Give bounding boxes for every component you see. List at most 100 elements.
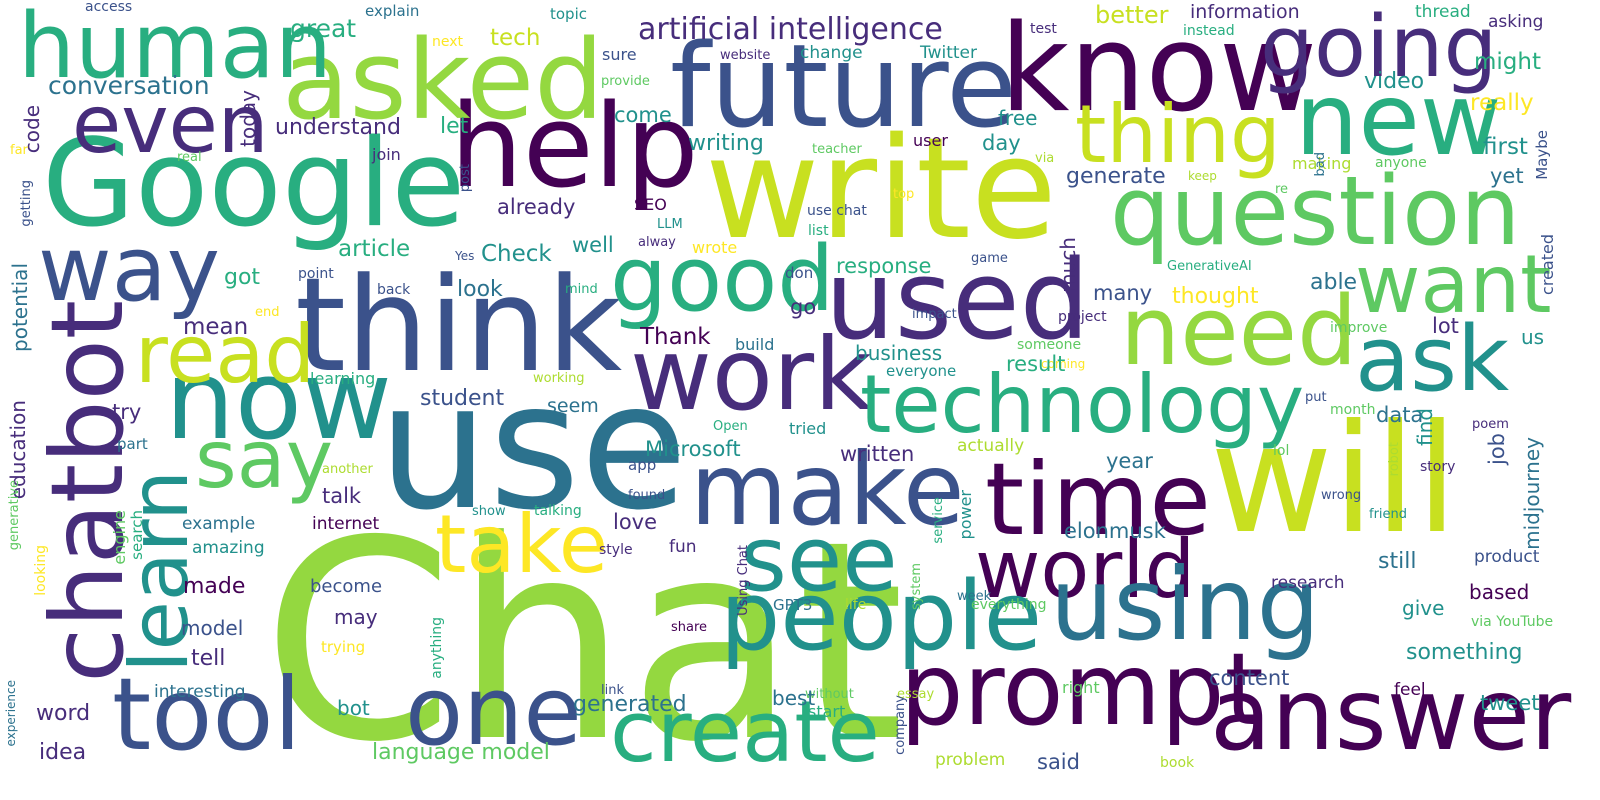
- word-technology: technology: [860, 358, 1305, 451]
- word-student: student: [420, 386, 505, 411]
- word-actually: actually: [957, 436, 1025, 456]
- word-life: life: [845, 597, 867, 613]
- word-next: next: [432, 34, 464, 50]
- word-robot: robot: [1387, 442, 1402, 477]
- word-twitter: Twitter: [920, 43, 977, 63]
- word-data: data: [1376, 403, 1424, 427]
- word-company: company: [893, 695, 908, 755]
- word-experience: experience: [4, 680, 18, 747]
- word-free: free: [998, 106, 1038, 130]
- word-go: go: [790, 295, 817, 319]
- word-year: year: [1106, 449, 1153, 473]
- word-human: human: [18, 0, 332, 99]
- word-don: don: [785, 264, 814, 282]
- word-keep: keep: [1188, 169, 1217, 183]
- word-article: article: [338, 236, 411, 262]
- word-give: give: [1402, 596, 1445, 620]
- word-month: month: [1330, 402, 1376, 418]
- word-help: help: [450, 80, 699, 214]
- word-best: best: [772, 686, 816, 710]
- word-example: example: [182, 514, 256, 534]
- word-amazing: amazing: [192, 538, 265, 558]
- word-feel: feel: [1394, 680, 1426, 700]
- word-still: still: [1378, 549, 1417, 574]
- word-become: become: [310, 576, 383, 597]
- word-via-youtube: via YouTube: [1471, 614, 1554, 630]
- word-lol: lol: [1273, 443, 1290, 459]
- word-product: product: [1474, 547, 1540, 567]
- word-try: try: [112, 400, 142, 424]
- word-tell: tell: [191, 646, 226, 671]
- word-style: style: [599, 542, 633, 558]
- word-put: put: [1305, 390, 1327, 405]
- word-even: even: [72, 78, 269, 171]
- word-got: got: [224, 265, 261, 290]
- word-anyone: anyone: [1375, 155, 1427, 171]
- word-point: point: [298, 266, 334, 282]
- word-love: love: [613, 510, 658, 534]
- word-great: great: [290, 14, 357, 43]
- word-project: project: [1058, 309, 1107, 325]
- word-based: based: [1469, 580, 1530, 604]
- word-join: join: [372, 145, 401, 164]
- word-able: able: [1310, 270, 1358, 295]
- word-now: now: [165, 336, 392, 464]
- word-end: end: [255, 305, 280, 320]
- word-link: link: [601, 683, 624, 698]
- word-list: list: [808, 223, 829, 239]
- word-much: much: [1056, 237, 1080, 293]
- word-time: time: [985, 441, 1211, 558]
- word-take: take: [435, 498, 609, 591]
- word-language-model: language model: [372, 740, 550, 765]
- word-another: another: [322, 462, 373, 477]
- word-top: top: [893, 187, 915, 202]
- word-book: book: [1160, 755, 1195, 771]
- word-thing: thing: [1075, 88, 1281, 181]
- word-build: build: [735, 335, 775, 354]
- word-everything: everything: [971, 597, 1047, 613]
- word-power: power: [956, 490, 975, 540]
- word-start: start: [808, 702, 846, 721]
- word-future: future: [670, 20, 1017, 154]
- word-result: result: [1006, 352, 1066, 376]
- word-well: well: [572, 233, 614, 257]
- word-see: see: [740, 507, 898, 612]
- word-come: come: [614, 103, 672, 127]
- word-teacher: teacher: [812, 142, 862, 157]
- word-looking: looking: [33, 545, 49, 596]
- word-wrong: wrong: [1321, 488, 1362, 503]
- word-seem: seem: [547, 395, 599, 417]
- word-really: really: [1470, 90, 1534, 116]
- word-world: world: [975, 523, 1196, 616]
- word-improve: improve: [1330, 320, 1388, 336]
- word-thread: thread: [1415, 2, 1471, 22]
- word-find: find: [1413, 408, 1437, 446]
- word-yet: yet: [1490, 164, 1524, 188]
- word-getting: getting: [19, 180, 34, 227]
- word-llm: LLM: [657, 217, 683, 232]
- word-using-chat: Using Chat: [736, 545, 751, 616]
- word-coming: coming: [1041, 357, 1086, 371]
- word-test: test: [1030, 21, 1057, 37]
- word-chat: Chat: [262, 482, 905, 800]
- word-think: think: [295, 249, 623, 401]
- word-generate: generate: [1066, 164, 1166, 189]
- word-bot: bot: [337, 696, 370, 720]
- word-alway: alway: [638, 235, 676, 250]
- word-website: website: [720, 48, 771, 63]
- word-interesting: interesting: [154, 682, 246, 702]
- word-impact: impact: [912, 307, 957, 322]
- word-make: make: [690, 431, 965, 548]
- word-learning: learning: [310, 369, 376, 388]
- word-internet: internet: [312, 514, 380, 534]
- word-talking: talking: [534, 503, 582, 519]
- word-writing: writing: [688, 131, 764, 156]
- word-found: found: [628, 488, 666, 503]
- word-create: create: [610, 683, 880, 782]
- word-may: may: [334, 605, 378, 629]
- word-tweet: tweet: [1480, 691, 1540, 715]
- word-engine: engine: [110, 510, 129, 565]
- word-via: via: [1035, 151, 1055, 166]
- word-show: show: [472, 504, 506, 519]
